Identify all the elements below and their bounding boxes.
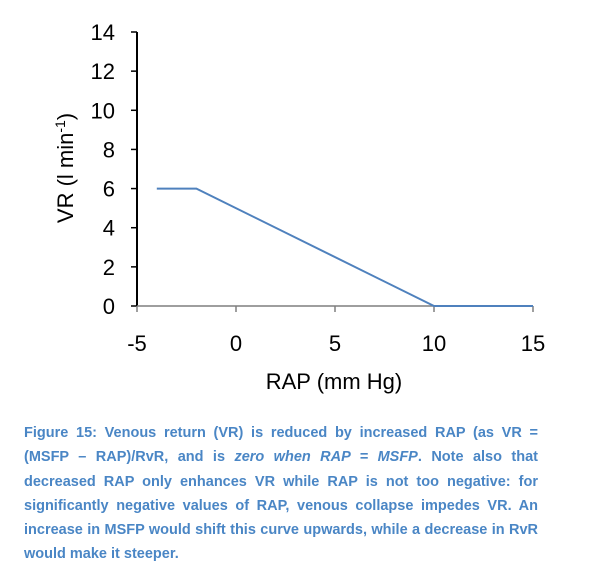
x-tick-label: 0 — [230, 331, 242, 356]
y-tick-label: 12 — [91, 59, 115, 84]
caption-text-start: Figure 15: Venous return (VR) is reduced… — [24, 425, 538, 466]
x-tick-label: 15 — [521, 331, 545, 356]
caption-emphasis: zero when RAP = MSFP — [234, 449, 418, 466]
y-axis-title-superscript: -1 — [52, 120, 68, 133]
caption-text-end: . Note also that decreased RAP only enha… — [24, 449, 538, 563]
y-tick-label: 4 — [103, 216, 115, 241]
y-axis-ticks: 0 2 4 6 8 10 12 14 — [91, 20, 137, 319]
x-axis-title: RAP (mm Hg) — [266, 369, 403, 394]
y-tick-label: 6 — [103, 177, 115, 202]
y-axis-title-close: ) — [53, 113, 78, 120]
x-tick-label: -5 — [127, 331, 147, 356]
x-tick-label: 5 — [329, 331, 341, 356]
y-axis-title-main: VR (l min — [53, 133, 78, 223]
y-tick-label: 14 — [91, 20, 115, 45]
figure-caption: Figure 15: Venous return (VR) is reduced… — [24, 421, 538, 567]
axes — [136, 32, 533, 307]
x-axis-ticks: -5 0 5 10 15 — [127, 306, 545, 356]
venous-return-chart: 0 2 4 6 8 10 12 14 -5 0 5 10 15 RAP (mm Hg) VR (l m… — [52, 20, 545, 394]
y-tick-label: 10 — [91, 98, 115, 123]
y-tick-label: 8 — [103, 137, 115, 162]
data-series — [156, 187, 533, 307]
y-tick-label: 2 — [103, 255, 115, 280]
x-tick-label: 10 — [422, 331, 446, 356]
y-axis-title: VR (l min-1) — [52, 113, 78, 223]
y-tick-label: 0 — [103, 294, 115, 319]
venous-return-line — [156, 187, 533, 307]
